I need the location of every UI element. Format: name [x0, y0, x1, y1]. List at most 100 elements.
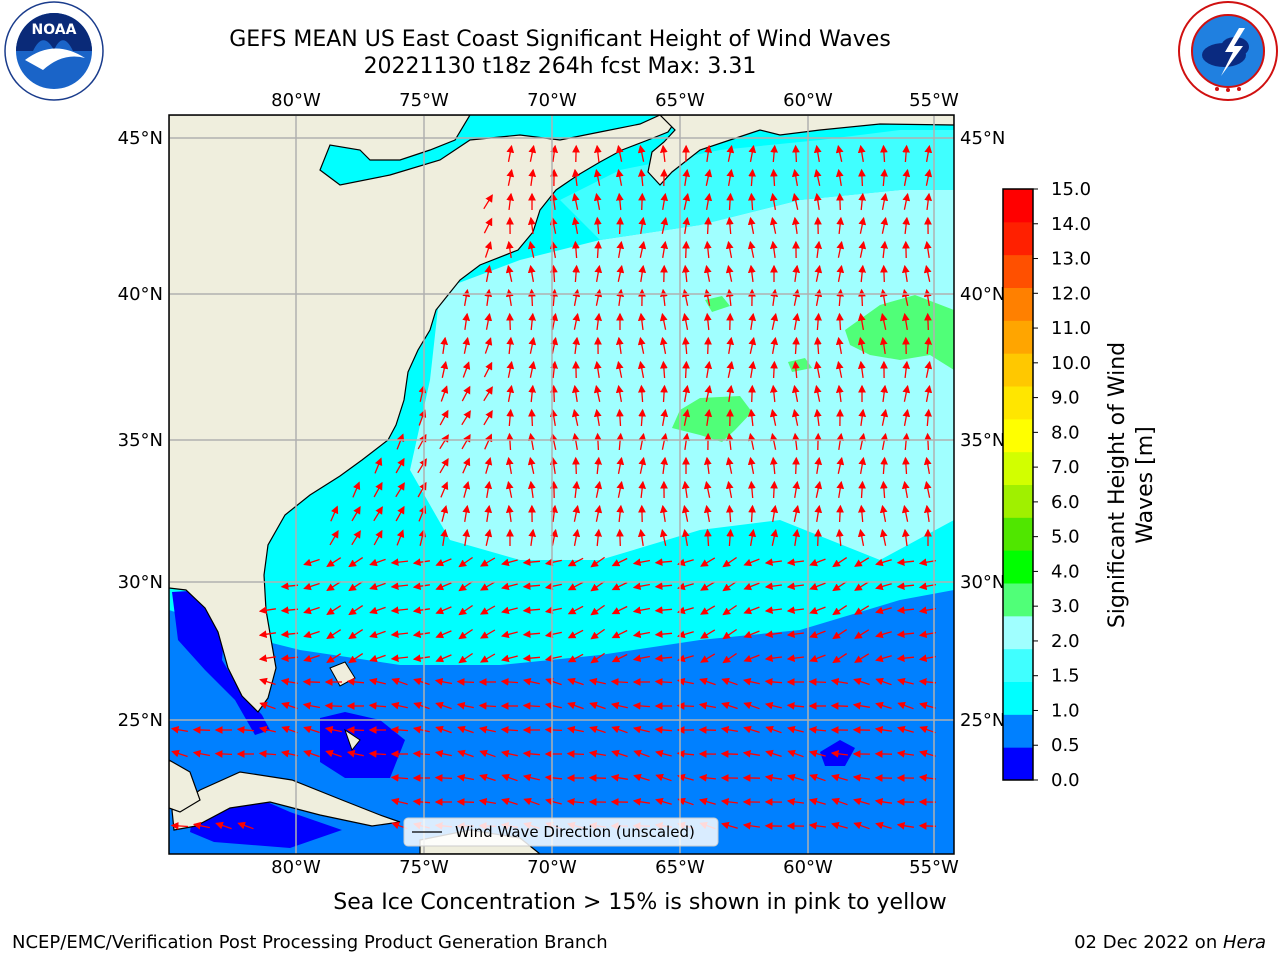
wind-wave-arrow: [258, 630, 276, 639]
wind-wave-arrow: [809, 606, 826, 615]
wind-wave-arrow: [836, 432, 845, 450]
wind-wave-arrow: [659, 312, 668, 330]
wind-wave-arrow: [654, 558, 673, 567]
wind-wave-arrow: [700, 629, 716, 639]
wind-wave-arrow: [896, 630, 915, 639]
wind-wave-arrow: [808, 678, 827, 686]
wind-wave-arrow: [567, 605, 584, 615]
wind-wave-arrow: [523, 797, 540, 806]
wind-wave-arrow: [594, 480, 603, 498]
wind-wave-arrow: [390, 725, 409, 734]
wind-wave-arrow: [832, 629, 848, 640]
wind-wave-arrow: [901, 264, 910, 282]
wind-wave-arrow: [896, 558, 915, 567]
wind-wave-arrow: [722, 652, 737, 664]
wind-wave-arrow: [544, 630, 562, 639]
wind-wave-arrow: [770, 480, 778, 499]
wind-wave-arrow: [902, 168, 911, 187]
wind-wave-arrow: [743, 654, 760, 663]
wind-wave-arrow: [703, 480, 712, 498]
wind-wave-arrow: [880, 168, 889, 187]
wind-wave-arrow: [769, 432, 778, 450]
wind-wave-arrow: [659, 336, 668, 355]
wind-wave-arrow: [373, 506, 383, 522]
wind-wave-arrow: [726, 528, 735, 547]
wind-wave-arrow: [858, 432, 867, 450]
wind-wave-arrow: [787, 725, 804, 734]
wind-wave-arrow: [638, 264, 647, 282]
wind-wave-arrow: [720, 797, 738, 806]
wind-wave-arrow: [326, 629, 342, 640]
wind-wave-arrow: [809, 582, 826, 591]
credit-branch: NCEP/EMC/Verification Post Processing Pr…: [12, 932, 608, 953]
wind-wave-arrow: [704, 528, 712, 547]
wind-wave-arrow: [764, 773, 782, 782]
wind-wave-arrow: [747, 480, 756, 499]
wind-wave-arrow: [458, 628, 473, 640]
wind-wave-arrow: [896, 654, 915, 663]
wind-wave-arrow: [704, 192, 713, 211]
wind-wave-arrow: [616, 288, 625, 306]
wind-wave-arrow: [919, 701, 936, 710]
lat-ticks-right: 45°N 40°N 35°N 30°N 25°N: [960, 128, 1005, 731]
wind-wave-arrow: [786, 630, 804, 639]
lat-tick: 25°N: [960, 710, 1005, 731]
wind-wave-arrow: [550, 384, 558, 403]
wind-wave-arrow: [484, 528, 493, 546]
wind-wave-arrow: [858, 456, 867, 475]
wind-wave-arrow: [506, 144, 515, 163]
wind-wave-arrow: [522, 606, 541, 615]
wind-wave-arrow: [814, 264, 823, 282]
wind-wave-arrow: [522, 582, 541, 591]
wind-wave-arrow: [484, 433, 493, 450]
wind-wave-arrow: [484, 288, 493, 306]
wind-wave-arrow: [854, 629, 870, 639]
wind-wave-arrow: [677, 654, 694, 663]
wind-wave-arrow: [747, 264, 756, 282]
wind-wave-arrow: [726, 168, 735, 187]
wind-wave-arrow: [567, 701, 584, 710]
wind-wave-arrow: [550, 288, 559, 307]
wind-wave-arrow: [792, 144, 800, 163]
wind-wave-arrow: [809, 797, 826, 806]
wind-wave-arrow: [923, 456, 932, 475]
wind-wave-arrow: [659, 504, 668, 522]
wind-wave-arrow: [303, 630, 320, 639]
wind-wave-arrow: [483, 217, 493, 234]
wind-wave-arrow: [835, 144, 844, 162]
wind-wave-arrow: [742, 821, 760, 830]
wind-wave-arrow: [792, 528, 801, 546]
wind-wave-arrow: [698, 701, 717, 710]
wind-wave-arrow: [615, 192, 624, 211]
wind-wave-arrow: [302, 701, 321, 710]
wind-wave-arrow: [880, 384, 889, 402]
colorbar-segment: [1003, 648, 1033, 682]
lon-tick: 75°W: [399, 90, 449, 111]
wind-wave-arrow: [681, 528, 690, 547]
wind-wave-arrow: [792, 480, 801, 499]
wind-wave-arrow: [373, 481, 383, 498]
colorbar-segment: [1003, 386, 1033, 420]
wind-wave-arrow: [703, 264, 712, 282]
wind-wave-arrow: [748, 528, 757, 547]
wind-wave-arrow: [593, 216, 602, 235]
wind-wave-arrow: [611, 581, 628, 591]
wind-wave-arrow: [351, 505, 361, 522]
wind-wave-arrow: [854, 581, 870, 591]
wind-wave-arrow: [875, 630, 892, 639]
wind-wave-arrow: [875, 654, 892, 663]
lat-tick: 30°N: [960, 572, 1005, 593]
wind-wave-arrow: [192, 726, 211, 734]
colorbar-frame: [1002, 188, 1034, 781]
wind-wave-arrow: [435, 582, 452, 591]
wind-wave-arrow: [434, 749, 452, 758]
wind-wave-arrow: [550, 336, 559, 354]
wind-wave-arrow: [858, 480, 866, 499]
wind-wave-arrow: [721, 821, 738, 830]
colorbar-label-line1: Significant Height of Wind: [1105, 342, 1130, 628]
wind-wave-arrow: [809, 654, 826, 663]
wind-wave-arrow: [682, 216, 691, 235]
colorbar-segment: [1003, 221, 1033, 256]
wind-wave-arrow: [326, 581, 342, 592]
wind-wave-arrow: [610, 701, 628, 710]
